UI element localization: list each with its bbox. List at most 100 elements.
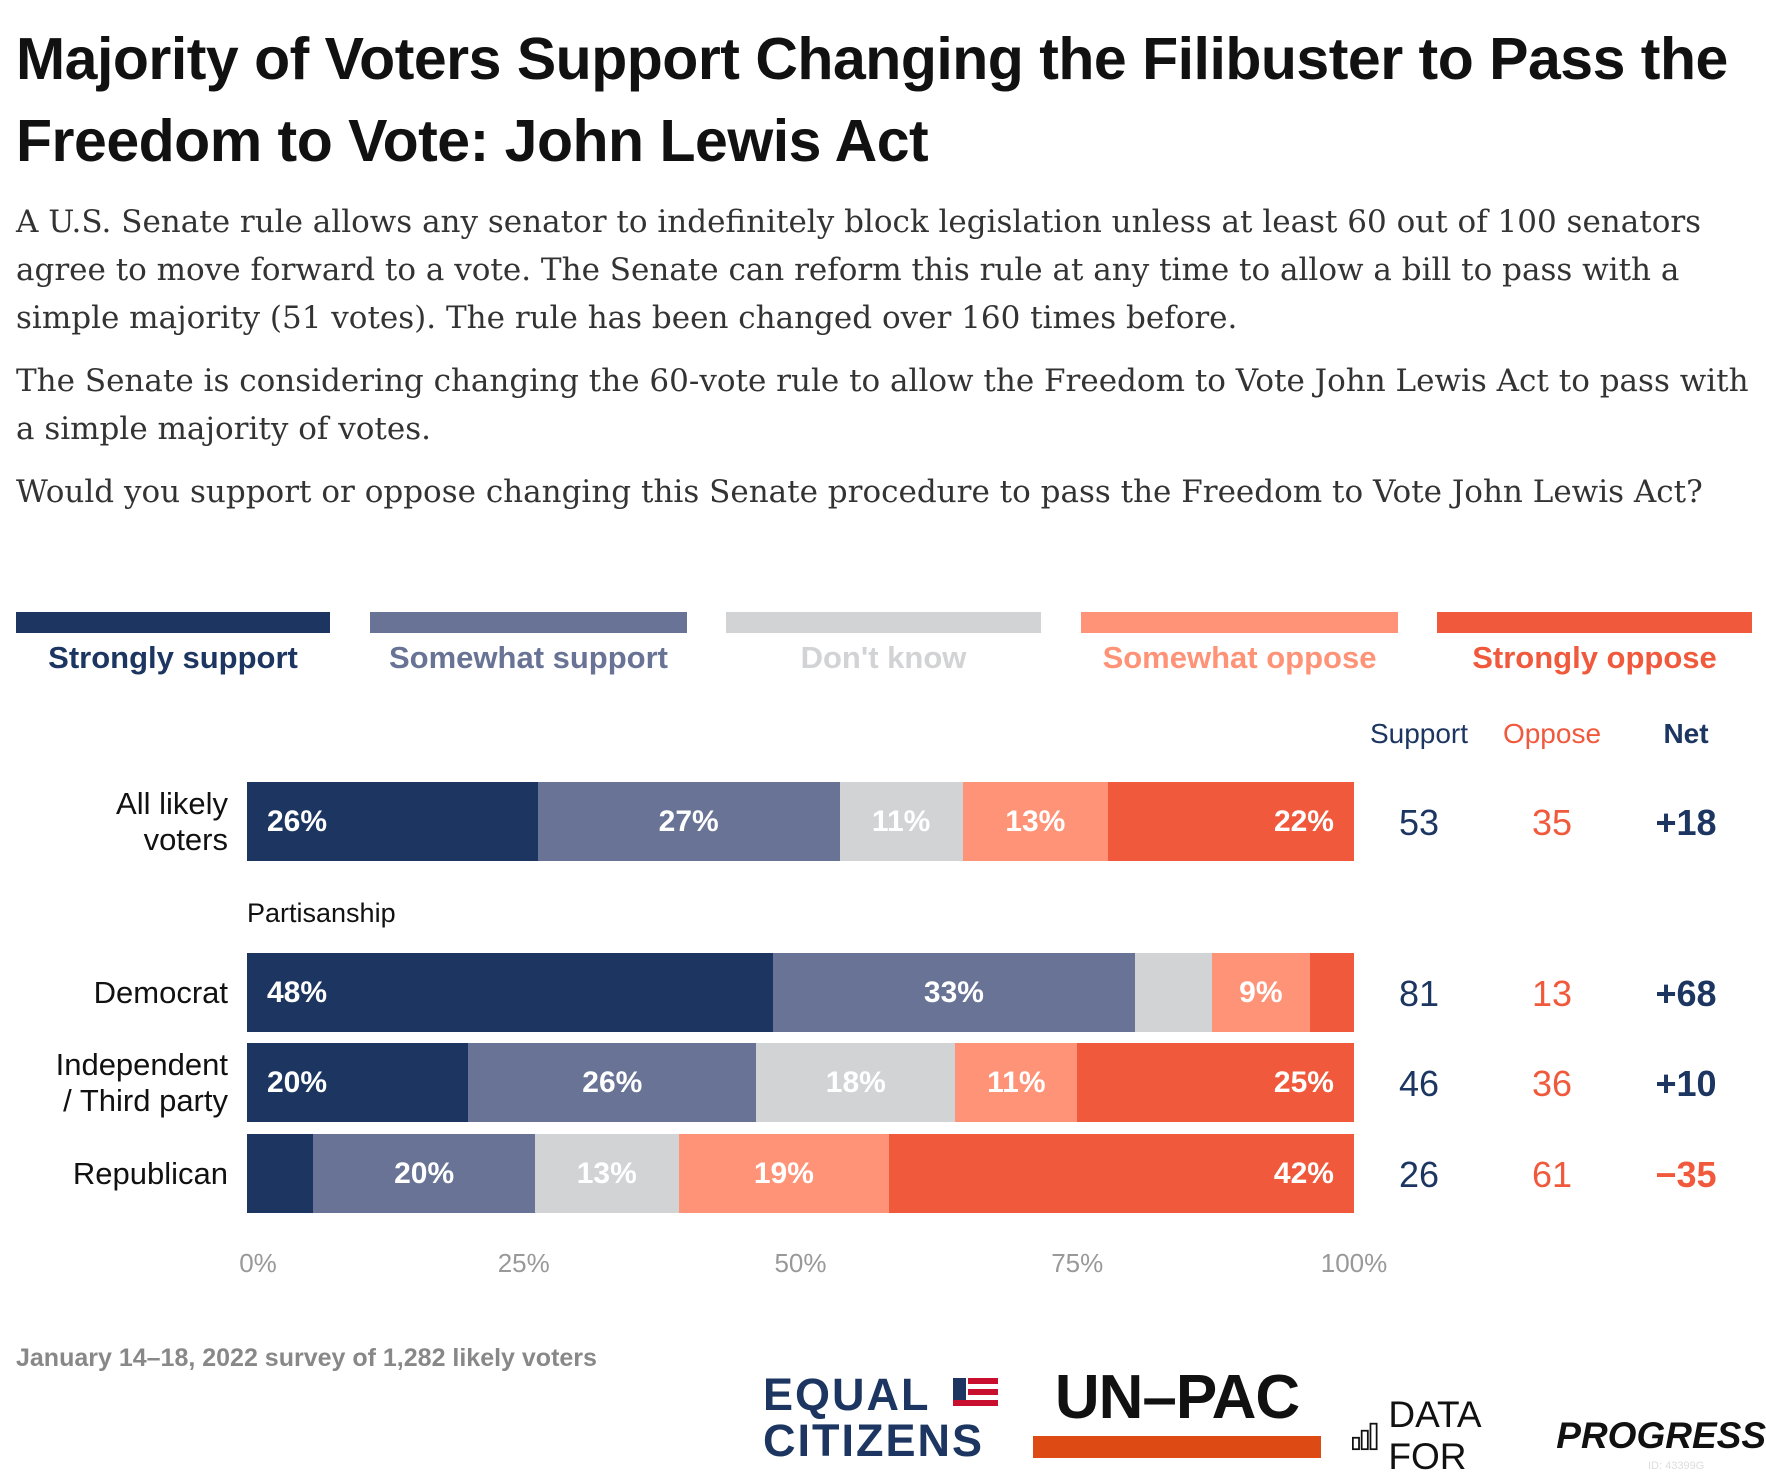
section-label-partisanship: Partisanship <box>247 898 396 928</box>
net-value: +68 <box>1655 973 1717 1014</box>
bar-segment-somewhat-oppose: 19% <box>678 1134 890 1213</box>
data-for-progress-logo: DATA FOR PROGRESS <box>1352 1394 1766 1474</box>
support-value: 53 <box>1398 802 1440 843</box>
row-label-line: Democrat <box>93 974 228 1010</box>
data-label: 42% <box>1273 1156 1334 1190</box>
oppose-value: 13 <box>1531 973 1573 1014</box>
bar-segment-somewhat-support: 27% <box>537 782 840 861</box>
question-paragraph: Would you support or oppose changing thi… <box>16 474 1703 510</box>
legend-label: Somewhat support <box>388 640 668 675</box>
stacked-bar: 20% 13% 19% 42% <box>247 1134 1354 1213</box>
unpac-logo: UN–PAC <box>1033 1366 1321 1458</box>
bar-segment-strongly-support: 20% <box>247 1043 469 1122</box>
flag-stripe <box>953 1400 998 1406</box>
flag-icon-blue <box>953 1378 966 1406</box>
x-tick-label: 100% <box>1320 1248 1388 1278</box>
bar-segment-somewhat-oppose: 11% <box>955 1043 1078 1122</box>
data-label: 27% <box>658 804 719 838</box>
data-label: 48% <box>267 975 328 1009</box>
legend-label: Strongly support <box>48 640 298 675</box>
data-label: 18% <box>825 1065 886 1099</box>
bar-segment-don-t-know: 11% <box>839 782 963 861</box>
legend-label: Don't know <box>800 640 967 675</box>
bar-chart-icon <box>1352 1422 1378 1451</box>
equal-citizens-logo: EQUAL CITIZENS <box>763 1372 1003 1464</box>
data-label: 22% <box>1273 804 1334 838</box>
bar-segment-somewhat-support: 20% <box>313 1134 535 1213</box>
row-label: Democrat <box>0 953 228 1032</box>
legend-swatch <box>1081 612 1398 633</box>
stacked-bar: 48% 33% 9% <box>247 953 1354 1032</box>
bar-segment-somewhat-support: 33% <box>773 953 1135 1032</box>
image-id: ID: 43399G <box>1648 1460 1705 1472</box>
data-label: 19% <box>753 1156 814 1190</box>
net-value: +18 <box>1655 802 1717 843</box>
oppose-value: 61 <box>1531 1154 1573 1195</box>
row-label-text: Independent / Third party <box>56 1047 228 1119</box>
equal-citizens-logo-line1: EQUAL <box>763 1369 931 1420</box>
data-label: 11% <box>871 804 931 838</box>
data-label: 25% <box>1273 1065 1334 1099</box>
net-value: −35 <box>1655 1154 1717 1195</box>
context-paragraph: The Senate is considering changing the 6… <box>16 363 1749 447</box>
oppose-value: 35 <box>1531 802 1573 843</box>
bar-segment-somewhat-oppose: 13% <box>962 782 1108 861</box>
bar-segment-strongly-support: 48% <box>247 953 774 1032</box>
row-label-text: All likely voters <box>116 786 228 858</box>
row-label: Independent / Third party <box>0 1043 228 1122</box>
intro-paragraph: A U.S. Senate rule allows any senator to… <box>16 204 1702 336</box>
legend-swatch <box>726 612 1041 633</box>
chart-title: Majority of Voters Support Changing the … <box>16 26 1728 174</box>
data-label: 13% <box>1005 804 1066 838</box>
bar-segment-somewhat-support: 26% <box>468 1043 757 1122</box>
data-label: 9% <box>1239 975 1283 1009</box>
unpac-logo-bar <box>1033 1436 1321 1458</box>
flag-stripe <box>968 1378 998 1384</box>
unpac-logo-text: UN–PAC <box>1054 1363 1300 1432</box>
x-tick-label: 75% <box>1051 1248 1104 1278</box>
support-value: 46 <box>1398 1063 1440 1104</box>
dfp-logo-light: DATA FOR <box>1388 1394 1480 1474</box>
column-header-support: Support <box>1369 718 1469 749</box>
stacked-bar: 26% 27% 11% 13% 22% <box>247 782 1354 861</box>
row-label-line: Independent <box>55 1046 228 1082</box>
bar-segment-don-t-know: 18% <box>756 1043 956 1122</box>
bar-segment-strongly-oppose: 22% <box>1107 782 1354 861</box>
dfp-logo-bold: PROGRESS <box>1556 1415 1766 1456</box>
bar-segment-strongly-support <box>247 1134 314 1213</box>
oppose-value: 36 <box>1531 1063 1573 1104</box>
legend-swatch <box>16 612 330 633</box>
bar-segment-strongly-oppose: 42% <box>889 1134 1354 1213</box>
row-label-line: / Third party <box>63 1082 228 1118</box>
x-tick-label: 0% <box>239 1248 277 1278</box>
x-tick-label: 50% <box>774 1248 827 1278</box>
support-value: 81 <box>1398 973 1440 1014</box>
x-tick-label: 25% <box>497 1248 550 1278</box>
column-header-net: Net <box>1663 718 1709 749</box>
row-label: All likely voters <box>0 782 228 861</box>
data-label: 26% <box>267 804 328 838</box>
row-label-text: Democrat <box>94 975 228 1011</box>
flag-stripe <box>968 1389 998 1395</box>
bar-segment-somewhat-oppose: 9% <box>1211 953 1311 1032</box>
row-label: Republican <box>0 1134 228 1213</box>
row-label-text: Republican <box>73 1156 228 1192</box>
net-value: +10 <box>1655 1063 1717 1104</box>
data-label: 20% <box>394 1156 455 1190</box>
bar-segment-strongly-oppose: 25% <box>1077 1043 1354 1122</box>
row-label-line: All likely <box>116 785 228 821</box>
data-label: 11% <box>987 1065 1046 1099</box>
bar-segment-don-t-know <box>1134 953 1212 1032</box>
legend-label: Strongly oppose <box>1472 640 1717 675</box>
column-header-oppose: Oppose <box>1502 718 1602 749</box>
data-label: 13% <box>576 1156 637 1190</box>
data-label: 26% <box>582 1065 643 1099</box>
legend-label: Somewhat oppose <box>1102 640 1377 675</box>
row-label-line: Republican <box>72 1155 228 1191</box>
support-value: 26 <box>1398 1154 1440 1195</box>
stacked-bar: 20% 26% 18% 11% 25% <box>247 1043 1354 1122</box>
row-label-line: voters <box>143 821 228 857</box>
bar-segment-don-t-know: 13% <box>534 1134 679 1213</box>
survey-footnote: January 14–18, 2022 survey of 1,282 like… <box>16 1344 597 1372</box>
